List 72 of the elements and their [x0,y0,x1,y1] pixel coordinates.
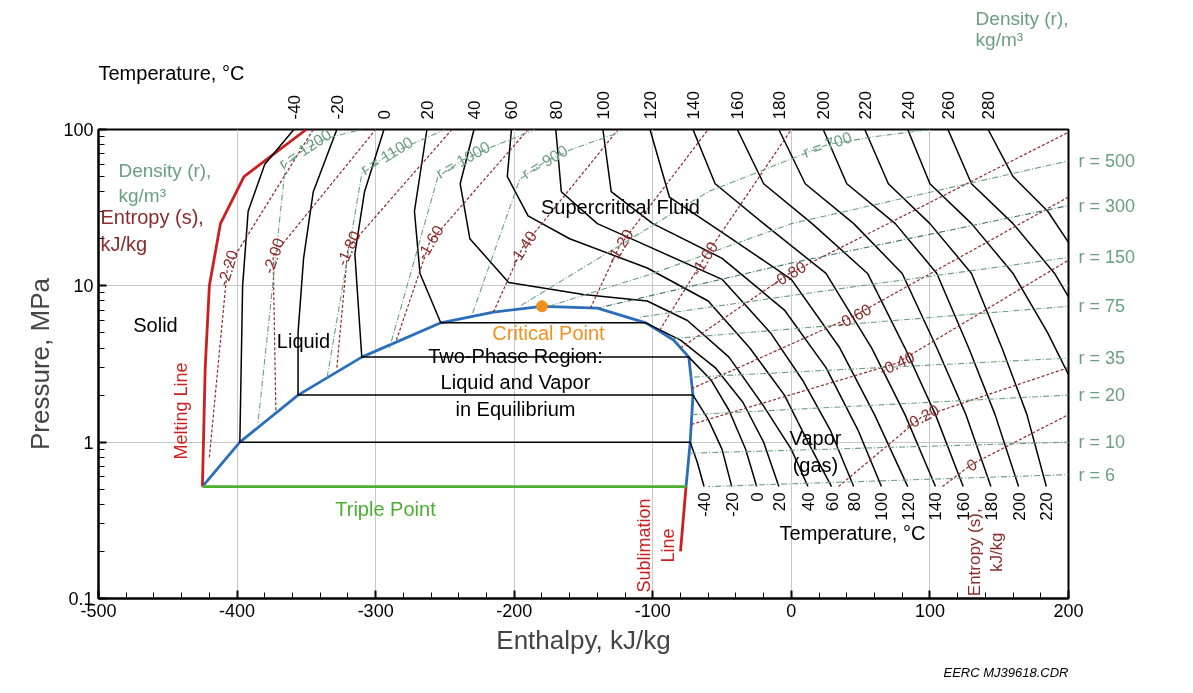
series-label: r = 300 [1078,195,1136,216]
series-label: r = 6 [1078,464,1116,485]
text: -20 [722,492,742,517]
text: 80 [546,100,566,120]
text: 60 [502,100,522,120]
text: r = 1100 [357,133,416,179]
x-axis-title: Enthalpy, kJ/kg [496,624,671,655]
y-tick-label: 100 [63,120,94,140]
text: 40 [798,492,818,512]
annotation: Solid [133,314,178,337]
text: 20 [417,100,437,120]
text: -2.00 [259,235,288,276]
annotation: Temperature, °C [779,521,926,544]
text: 0 [747,492,767,502]
text: 100 [872,492,892,521]
text: 0 [374,110,394,120]
text: -20 [327,94,347,120]
text: -40 [695,492,715,517]
text: r = 700 [800,128,855,161]
text: 160 [728,91,748,120]
text: -0.60 [833,300,875,333]
text: r = 900 [518,141,571,183]
text: EERC MJ39618.CDR [943,664,1069,680]
text: 120 [641,91,661,120]
text: 240 [898,91,918,120]
text: -0.20 [901,401,943,434]
y-tick-label: 10 [73,276,94,297]
text: 180 [769,91,789,120]
text: 20 [769,492,789,512]
text: 100 [593,91,613,120]
y-tick-label: 1 [83,432,94,453]
text: 120 [898,492,918,521]
text: -40 [284,94,304,120]
series-label: r = 10 [1078,432,1126,453]
x-tick-label: -100 [634,600,671,621]
text: r = 1000 [433,137,493,182]
x-tick-label: 100 [914,600,945,621]
series-label: r = 150 [1078,247,1136,268]
text: 40 [465,100,485,120]
series-label: r = 75 [1078,296,1126,317]
text: 140 [683,91,703,120]
series-label: r = 500 [1078,150,1136,171]
annotation: Critical Point [492,321,606,344]
x-tick-label: 200 [1053,600,1084,621]
text: Density (r), kg/m³ [975,7,1069,50]
annotation: Sublimation Line [633,498,678,593]
text: 220 [855,91,875,120]
text: 140 [926,492,946,521]
text: Temperature, °C [98,61,245,84]
text: 200 [1009,492,1029,521]
text: -0.40 [876,348,918,379]
series-label: r = 35 [1078,348,1126,369]
text: 80 [844,492,864,512]
text: 200 [814,91,834,120]
text: 0 [963,455,981,475]
annotation: Melting Line [170,362,191,460]
text: 260 [938,91,958,120]
x-tick-label: -200 [496,600,533,621]
text: 280 [979,91,999,120]
series-label: r = 20 [1078,385,1126,406]
x-tick-label: -400 [219,600,256,621]
y-axis-title: Pressure, MPa [25,277,56,450]
x-tick-label: -300 [357,600,394,621]
annotation: Density (r), kg/m³ [118,160,212,207]
annotation: Triple Point [335,498,437,521]
text: -2.20 [214,248,242,289]
text: -0.80 [768,257,809,291]
text: 220 [1037,492,1057,521]
text: 60 [822,492,842,512]
text: -1.80 [332,228,364,269]
annotation: Entropy (s), kJ/kg [100,206,204,255]
x-tick-label: 0 [786,600,797,621]
